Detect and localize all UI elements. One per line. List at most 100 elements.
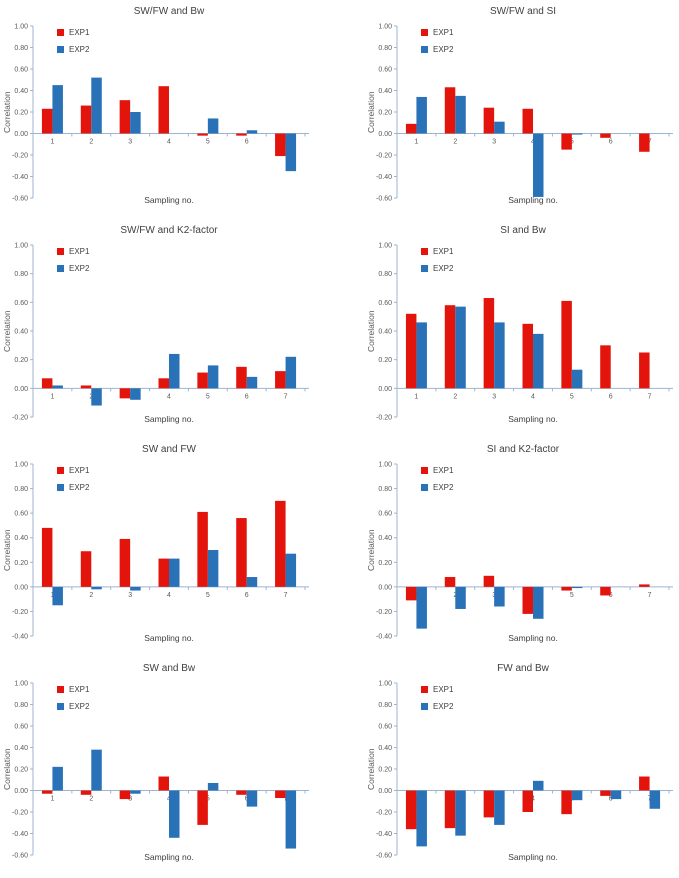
chart-si-and-k2-factor: SI and K2-factor Correlation 1.00 0.80 0.6… — [339, 440, 679, 659]
exp1-swatch-icon — [57, 686, 64, 693]
svg-text:5: 5 — [206, 592, 210, 599]
svg-text:1.00: 1.00 — [378, 462, 392, 469]
svg-text:0.80: 0.80 — [378, 45, 392, 52]
svg-text:0.00: 0.00 — [14, 788, 28, 795]
svg-text:1.00: 1.00 — [378, 24, 392, 31]
svg-text:-0.40: -0.40 — [12, 174, 28, 181]
svg-text:1.00: 1.00 — [14, 243, 28, 250]
svg-text:-0.40: -0.40 — [12, 831, 28, 838]
chart-title: SW/FW and K2-factor — [120, 225, 218, 236]
plot-area: 1.00 0.80 0.60 0.40 0.20 0.00 -0.20 -0.40 -0.60 1… — [12, 681, 309, 860]
svg-text:0.40: 0.40 — [14, 329, 28, 336]
svg-text:0.00: 0.00 — [378, 131, 392, 138]
svg-text:0.40: 0.40 — [378, 88, 392, 95]
legend-label: EXP2 — [69, 45, 90, 54]
exp2-swatch-icon — [421, 46, 428, 53]
svg-text:7: 7 — [284, 592, 288, 599]
legend: EXP1 EXP2 — [57, 685, 89, 719]
svg-text:0.20: 0.20 — [14, 767, 28, 774]
svg-text:-0.20: -0.20 — [12, 810, 28, 817]
legend-label: EXP1 — [69, 685, 90, 694]
plot-area: 1.000.800.600.400.200.00-0.20-0.40123456… — [12, 462, 309, 641]
legend-label: EXP1 — [69, 28, 90, 37]
svg-text:5: 5 — [206, 393, 210, 400]
chart-sw-and-bw: SW and Bw Correlation 1.00 0.80 0.60 0.40 0.… — [0, 659, 339, 878]
exp1-swatch-icon — [421, 467, 428, 474]
svg-text:1: 1 — [414, 139, 418, 146]
legend-item-exp1: EXP1 — [57, 247, 89, 256]
svg-text:3: 3 — [128, 139, 132, 146]
chart-fw-and-bw: FW and Bw Correlation 1.00 0.80 0.60 0.40 0.… — [339, 659, 679, 878]
svg-text:3: 3 — [128, 796, 132, 803]
svg-text:6: 6 — [245, 139, 249, 146]
svg-text:-0.20: -0.20 — [12, 415, 28, 422]
legend-label: EXP1 — [433, 28, 454, 37]
svg-text:-0.40: -0.40 — [376, 634, 392, 641]
svg-text:1.00: 1.00 — [14, 24, 28, 31]
svg-text:7: 7 — [648, 393, 652, 400]
svg-text:7: 7 — [648, 592, 652, 599]
chart-title: FW and Bw — [497, 663, 549, 674]
svg-text:2: 2 — [453, 393, 457, 400]
svg-text:0.00: 0.00 — [378, 386, 392, 393]
svg-text:4: 4 — [167, 139, 171, 146]
legend-item-exp2: EXP2 — [57, 483, 89, 492]
svg-text:0.20: 0.20 — [14, 110, 28, 117]
svg-text:0.00: 0.00 — [14, 386, 28, 393]
svg-text:-0.60: -0.60 — [376, 853, 392, 860]
svg-text:0.20: 0.20 — [378, 110, 392, 117]
svg-text:4: 4 — [531, 393, 535, 400]
legend-item-exp1: EXP1 — [57, 466, 89, 475]
exp1-swatch-icon — [57, 467, 64, 474]
svg-text:0.60: 0.60 — [14, 67, 28, 74]
svg-text:0.40: 0.40 — [378, 745, 392, 752]
exp2-swatch-icon — [421, 703, 428, 710]
plot-area: 1.00 0.80 0.60 0.40 0.20 0.00 -0.20 -0.40 -0.60 1… — [12, 24, 309, 203]
legend-label: EXP1 — [433, 685, 454, 694]
svg-text:0.20: 0.20 — [378, 560, 392, 567]
svg-text:4: 4 — [531, 796, 535, 803]
legend-label: EXP2 — [433, 702, 454, 711]
svg-text:0.20: 0.20 — [14, 357, 28, 364]
legend: EXP1 EXP2 — [57, 466, 89, 500]
legend: EXP1 EXP2 — [57, 247, 89, 281]
chart-title: SW/FW and SI — [489, 6, 557, 17]
svg-text:1.00: 1.00 — [378, 681, 392, 688]
x-axis-label: Sampling no. — [508, 633, 558, 643]
legend-label: EXP2 — [69, 702, 90, 711]
svg-text:1: 1 — [50, 796, 54, 803]
chart-sw-fw-and-k2-factor: SW/FW and K2-factor Correlation 1.00 0.80… — [0, 221, 339, 440]
legend-label: EXP1 — [69, 466, 90, 475]
svg-text:0.80: 0.80 — [378, 486, 392, 493]
svg-text:0.20: 0.20 — [378, 767, 392, 774]
svg-text:2: 2 — [453, 139, 457, 146]
legend-item-exp1: EXP1 — [421, 28, 453, 37]
legend-item-exp2: EXP2 — [421, 702, 453, 711]
legend-item-exp1: EXP1 — [421, 685, 453, 694]
svg-text:0.40: 0.40 — [14, 88, 28, 95]
svg-text:1.00: 1.00 — [378, 243, 392, 250]
legend: EXP1 EXP2 — [57, 28, 89, 62]
svg-text:3: 3 — [128, 592, 132, 599]
svg-text:0.80: 0.80 — [14, 271, 28, 278]
svg-text:2: 2 — [89, 796, 93, 803]
legend-label: EXP1 — [433, 247, 454, 256]
exp2-swatch-icon — [57, 265, 64, 272]
x-axis-label: Sampling no. — [144, 195, 194, 205]
svg-text:6: 6 — [609, 592, 613, 599]
svg-text:6: 6 — [609, 393, 613, 400]
svg-text:-0.20: -0.20 — [376, 415, 392, 422]
svg-text:1.00: 1.00 — [14, 462, 28, 469]
chart-title: SW and FW — [142, 444, 196, 455]
svg-text:0.40: 0.40 — [378, 535, 392, 542]
legend-label: EXP2 — [69, 483, 90, 492]
svg-text:0.20: 0.20 — [14, 560, 28, 567]
svg-text:0.80: 0.80 — [378, 271, 392, 278]
chart-title: SW and Bw — [142, 663, 196, 674]
svg-text:-0.20: -0.20 — [12, 153, 28, 160]
legend-label: EXP2 — [433, 45, 454, 54]
exp1-swatch-icon — [421, 248, 428, 255]
svg-text:-0.40: -0.40 — [12, 634, 28, 641]
